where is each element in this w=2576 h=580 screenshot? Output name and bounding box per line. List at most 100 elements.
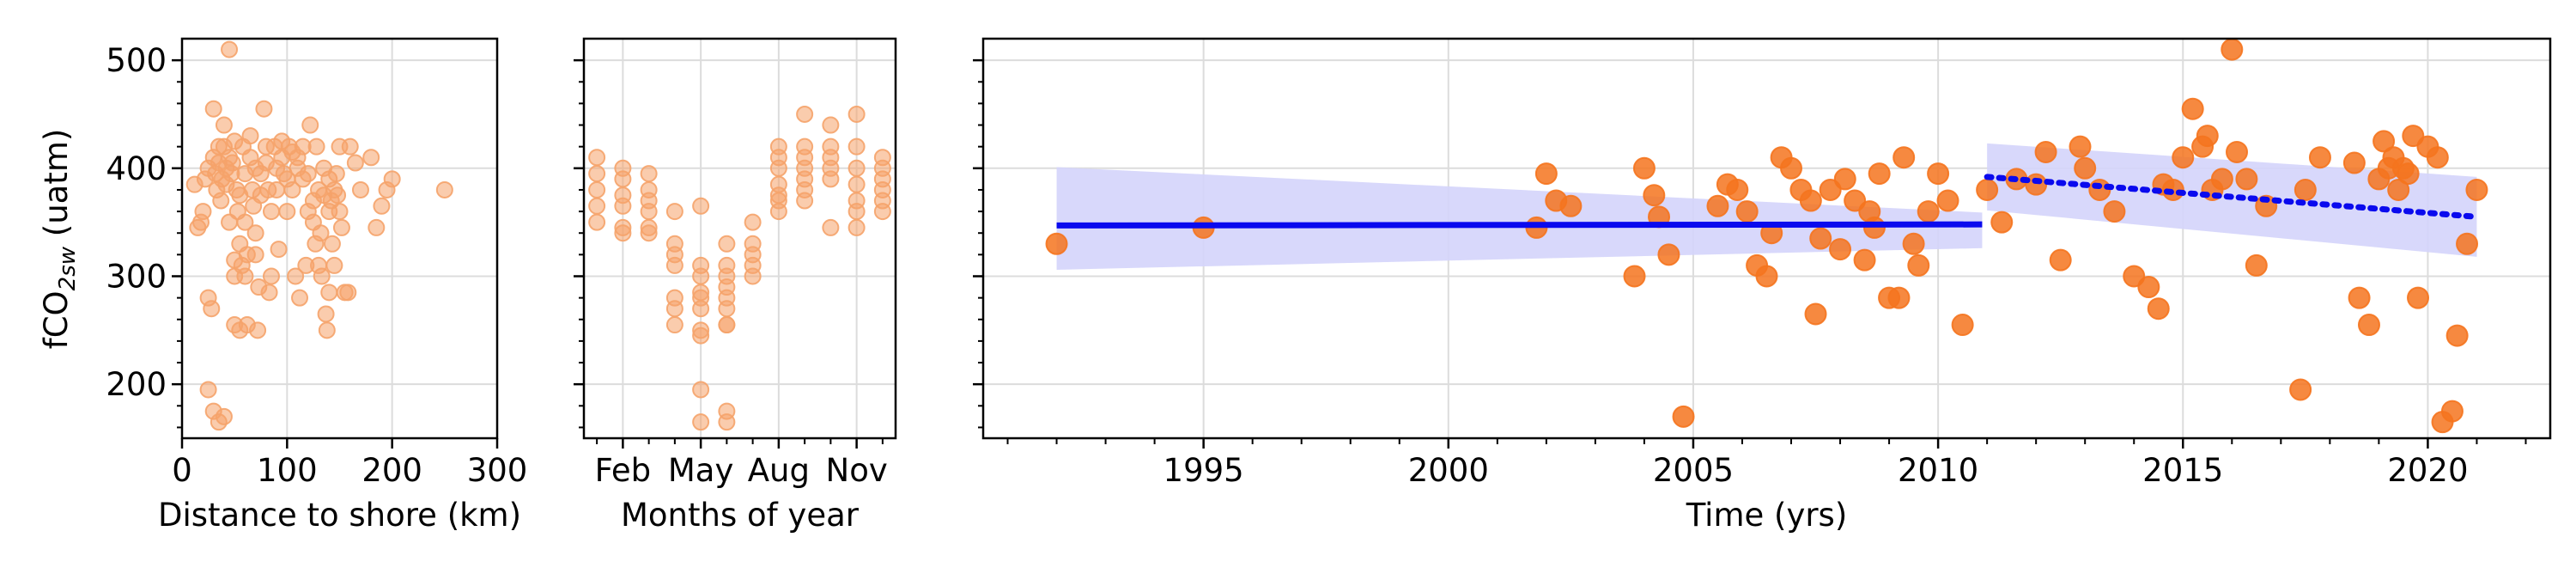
data-point (1706, 194, 1729, 217)
data-point (435, 180, 453, 198)
data-point (822, 218, 840, 236)
data-point (287, 267, 305, 285)
data-point (1804, 302, 1827, 326)
data-point (299, 165, 317, 183)
y-tick-label: 200 (106, 366, 167, 403)
data-point (1951, 314, 1974, 337)
data-point (346, 154, 364, 172)
data-point (692, 381, 710, 399)
data-point (614, 170, 632, 188)
y-axis-label: fCO2sw (uatm) (38, 129, 81, 350)
data-point (796, 105, 814, 123)
axes-frame (180, 37, 499, 440)
data-point (1990, 211, 2014, 234)
data-point (1893, 146, 1916, 169)
y-label-unit: (uatm) (38, 129, 75, 247)
data-point (744, 267, 762, 285)
x-ticks: 0 100 200 300 (172, 438, 527, 489)
data-point (236, 267, 254, 285)
data-point (848, 159, 866, 177)
data-point (260, 284, 278, 302)
gridlines (584, 39, 896, 438)
data-point (318, 321, 336, 339)
months-panel: Feb May Aug Nov Months of year (574, 37, 897, 534)
y-ticks (574, 58, 584, 429)
data-point (291, 289, 309, 307)
x-tick-label: 2010 (1898, 452, 1978, 489)
data-point (1726, 178, 1749, 201)
data-point (1917, 200, 1940, 223)
data-point (270, 241, 288, 259)
gridlines (181, 39, 498, 438)
data-point (2181, 97, 2204, 120)
data-point (665, 203, 683, 221)
data-point (1809, 227, 1832, 250)
data-point (1045, 232, 1068, 255)
y-tick-label: 300 (106, 258, 167, 295)
data-point (2069, 135, 2092, 158)
data-point (1780, 156, 1803, 180)
data-point (588, 165, 606, 183)
data-point (1829, 238, 1852, 261)
data-point (1927, 162, 1950, 186)
data-point (317, 305, 335, 323)
data-point (362, 149, 380, 167)
data-point (665, 300, 683, 318)
data-point (665, 316, 683, 334)
data-point (796, 192, 814, 210)
data-point (262, 267, 280, 285)
data-point (212, 192, 230, 210)
data-point (1862, 216, 1886, 239)
data-point (588, 213, 606, 231)
x-ticks: 1995 2000 2005 2010 2015 2020 (1006, 438, 2527, 489)
y-label-main: fCO (38, 290, 75, 349)
data-point (2289, 378, 2312, 401)
x-tick-label: May (668, 452, 734, 489)
data-point (241, 127, 259, 145)
data-point (692, 413, 710, 431)
data-point (2074, 156, 2097, 180)
data-point (2210, 168, 2233, 191)
data-point (327, 165, 345, 183)
data-point (2025, 173, 2048, 196)
data-point (848, 218, 866, 236)
data-point (744, 213, 762, 231)
data-point (588, 149, 606, 167)
distance-panel: 200 300 400 500 0 100 200 300 Distance to shore … (106, 37, 527, 534)
x-tick-label: Aug (748, 452, 810, 489)
data-point (640, 224, 658, 242)
data-point (373, 197, 391, 215)
data-point (255, 100, 273, 118)
data-point (1672, 405, 1695, 428)
data-point (1907, 253, 1930, 277)
data-point (221, 40, 239, 58)
data-point (323, 235, 341, 253)
data-point (383, 170, 401, 188)
data-point (2407, 286, 2430, 309)
data-point (2088, 178, 2111, 201)
x-tick-label: 2015 (2142, 452, 2223, 489)
data-point (848, 175, 866, 193)
x-tick-label: 1995 (1163, 452, 1244, 489)
data-point (614, 197, 632, 215)
data-point (2387, 178, 2410, 201)
data-point (1902, 232, 1925, 255)
data-point (1735, 200, 1759, 223)
data-point (2293, 178, 2317, 201)
data-point (301, 116, 319, 134)
data-point (2357, 314, 2380, 337)
data-point (246, 246, 264, 264)
data-point (2402, 125, 2425, 148)
data-point (2137, 276, 2160, 299)
data-point (1559, 194, 1583, 217)
data-point (2456, 232, 2479, 255)
axes-frame (981, 37, 2552, 440)
data-point (2034, 140, 2057, 163)
data-point (692, 300, 710, 318)
data-point (2342, 151, 2366, 174)
data-point (718, 300, 736, 318)
data-point (2049, 248, 2072, 272)
x-axis-label: Distance to shore (km) (158, 497, 521, 534)
data-point (2226, 140, 2248, 163)
